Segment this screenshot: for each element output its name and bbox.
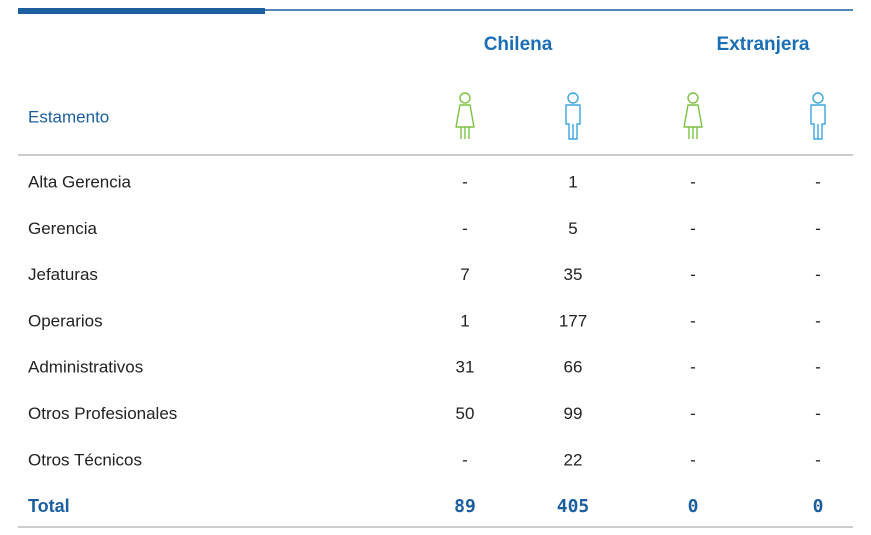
row-label: Administrativos [28,358,143,377]
cell: - [815,358,821,377]
cell: - [462,219,468,238]
total-cell: 89 [454,496,476,517]
cell: - [690,311,696,330]
man-icon [565,92,581,140]
cell: - [815,219,821,238]
row-label: Alta Gerencia [28,172,132,191]
cell: 7 [460,265,469,284]
woman-icon [683,92,703,139]
cell: - [690,450,696,469]
top-accent [18,8,265,14]
cell: - [815,450,821,469]
cell: 66 [564,358,583,377]
cell: - [690,404,696,423]
cell: 1 [568,172,577,191]
group-header: Extranjera [717,34,810,55]
row-label: Otros Técnicos [28,450,142,469]
cell: - [690,172,696,191]
row-label: Otros Profesionales [28,404,177,423]
cell: - [690,358,696,377]
row-label: Operarios [28,311,103,330]
cell: 31 [456,358,475,377]
cell: 1 [460,311,469,330]
group-header: Chilena [484,34,553,55]
cell: - [462,172,468,191]
cell: - [462,450,468,469]
cell: 22 [564,450,583,469]
cell: - [690,265,696,284]
total-cell: 0 [688,496,699,517]
cell: - [815,404,821,423]
cell: 50 [456,404,475,423]
cell: - [815,265,821,284]
cell: 5 [568,219,577,238]
woman-icon [455,92,475,139]
cell: 35 [564,265,583,284]
total-label: Total [28,496,70,516]
cell: 177 [559,311,587,330]
row-label: Jefaturas [28,265,98,284]
cell: - [815,172,821,191]
cell: - [690,219,696,238]
total-cell: 405 [557,496,590,517]
cell: 99 [564,404,583,423]
total-cell: 0 [813,496,824,517]
column-header: Estamento [28,107,109,126]
cell: - [815,311,821,330]
row-label: Gerencia [28,219,98,238]
man-icon [810,92,826,140]
icons [455,92,826,140]
